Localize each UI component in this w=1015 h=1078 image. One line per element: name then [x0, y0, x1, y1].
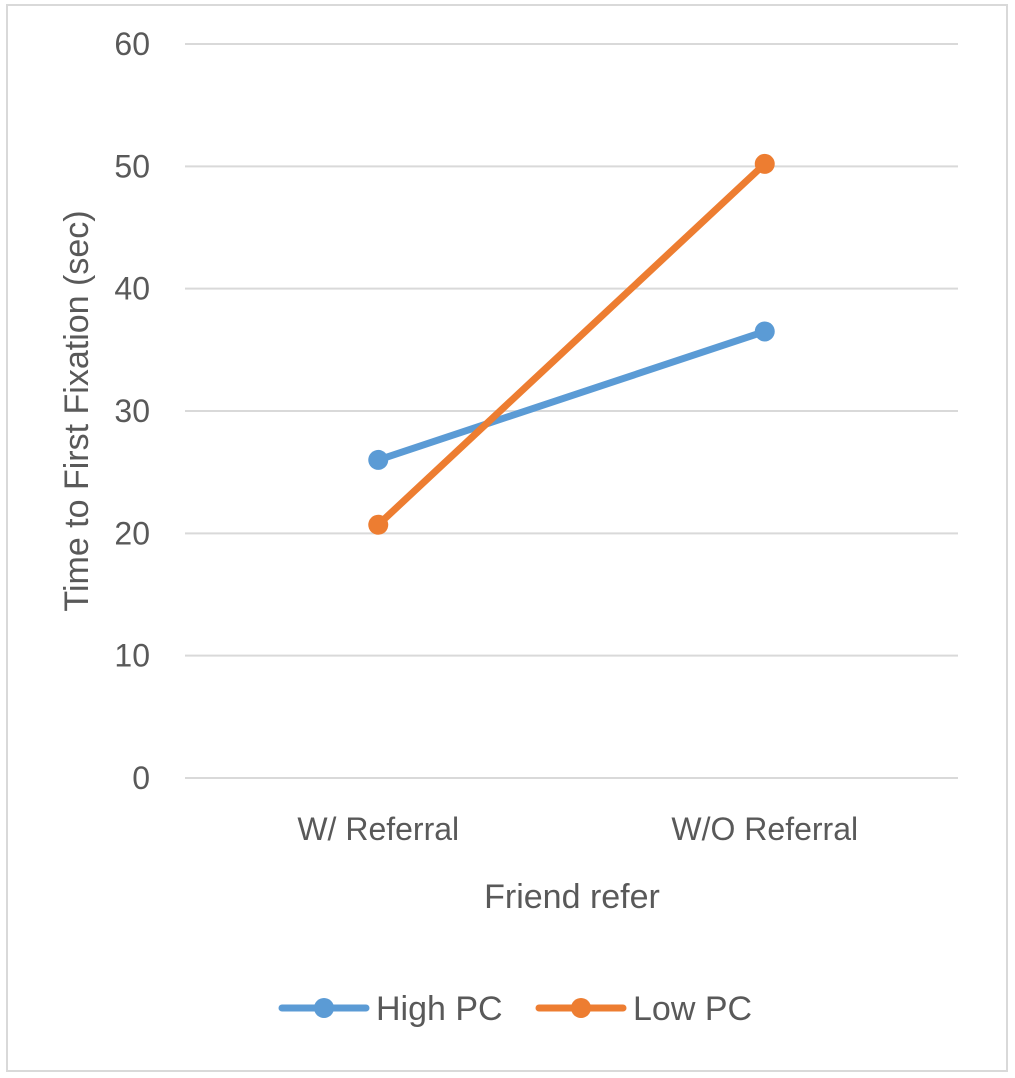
data-point-high-pc	[368, 449, 389, 470]
y-tick-label: 30	[114, 393, 150, 429]
y-tick-label: 40	[114, 271, 150, 307]
x-axis-title: Friend refer	[484, 878, 660, 916]
data-point-low-pc	[368, 514, 389, 535]
chart-frame	[6, 4, 1008, 1072]
series-line-low-pc	[374, 160, 769, 529]
y-tick-label: 0	[132, 760, 150, 796]
y-tick-label: 10	[114, 638, 150, 674]
legend-marker-low-pc	[571, 998, 591, 1018]
y-tick-label: 50	[114, 148, 150, 184]
gridlines	[185, 43, 958, 779]
y-tick-label: 60	[114, 26, 150, 62]
x-axis-ticks: W/ Referral W/O Referral	[297, 811, 858, 847]
series-line-high-pc	[374, 327, 769, 464]
data-point-low-pc	[754, 153, 775, 174]
legend-marker-high-pc	[314, 998, 334, 1018]
y-tick-label: 20	[114, 515, 150, 551]
series	[368, 153, 775, 535]
x-tick-label: W/ Referral	[297, 811, 459, 847]
x-tick-label: W/O Referral	[671, 811, 858, 847]
y-axis-title: Time to First Fixation (sec)	[58, 210, 96, 611]
data-point-high-pc	[754, 321, 775, 342]
legend: High PC Low PC	[278, 990, 752, 1028]
legend-label-low-pc: Low PC	[633, 990, 752, 1028]
y-axis-ticks: 0 10 20 30 40 50 60	[114, 26, 150, 796]
legend-label-high-pc: High PC	[376, 990, 503, 1028]
